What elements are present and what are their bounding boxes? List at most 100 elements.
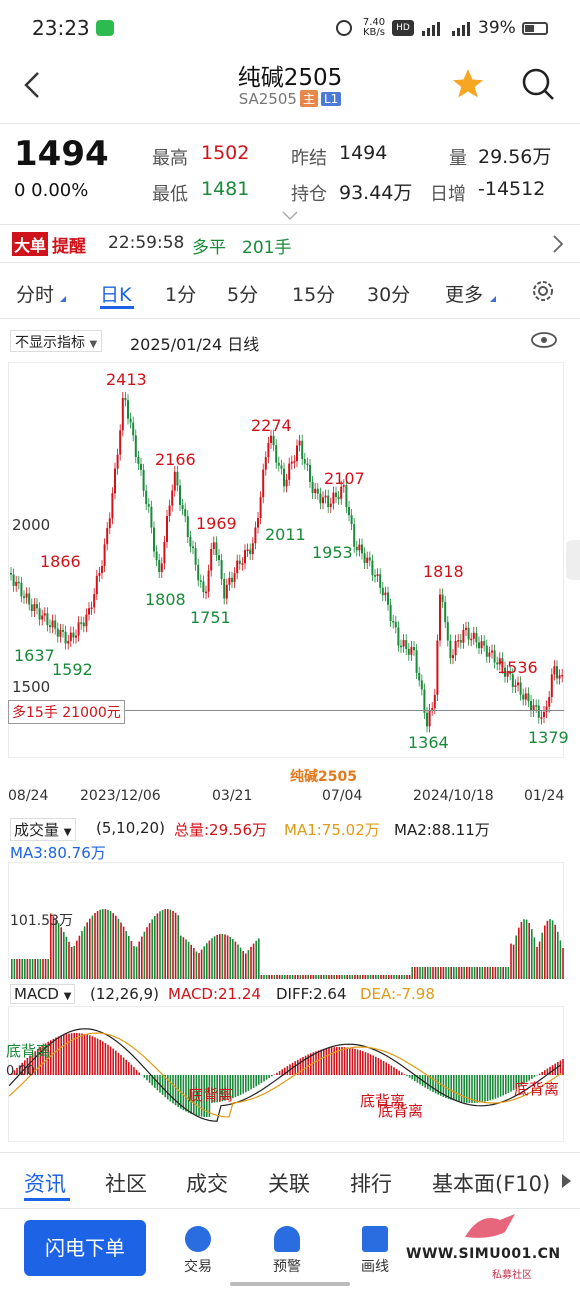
candle-body [88, 608, 90, 615]
volume-bar [284, 975, 286, 979]
expand-chevron-icon[interactable] [282, 206, 298, 225]
chevron-right-icon[interactable] [552, 234, 564, 258]
volume-bar [414, 967, 416, 979]
volume-bar [120, 922, 122, 979]
macd-bar [294, 1061, 296, 1075]
macd-bar [60, 1035, 62, 1075]
macd-bar [159, 1075, 161, 1093]
candle-body [433, 694, 436, 709]
tab-daily-k[interactable]: 日K [100, 284, 132, 306]
candle-body [85, 614, 88, 627]
volume-bar [512, 944, 515, 979]
macd-bar [250, 1075, 252, 1090]
tab-news[interactable]: 资讯 [24, 1172, 66, 1196]
flash-order-button[interactable]: 闪电下单 [24, 1220, 146, 1276]
macd-bar [99, 1039, 101, 1075]
candle-body [225, 584, 228, 599]
volume-bar [294, 975, 296, 979]
candle-body [322, 497, 324, 504]
macd-bar [177, 1075, 179, 1108]
macd-bar [419, 1075, 421, 1085]
indicator-select[interactable]: 不显示指标 ▼ [10, 330, 103, 352]
tab-timeshare[interactable]: 分时 [16, 284, 55, 306]
candle-body [93, 594, 96, 608]
date-info: 2025/01/24 日线 [130, 335, 260, 354]
date-axis: 08/24 2023/12/06 03/21 07/04 2024/10/18 … [0, 788, 580, 808]
candle-body [283, 468, 285, 487]
gear-icon[interactable] [530, 278, 556, 309]
candle-body [558, 675, 561, 679]
tab-30min[interactable]: 30分 [367, 284, 411, 306]
vol-value: 29.56万 [478, 146, 552, 168]
favorite-star-icon[interactable] [450, 66, 486, 106]
tab-community[interactable]: 社区 [105, 1172, 147, 1196]
macd-bar [432, 1075, 434, 1092]
trade-button[interactable]: 交易 [173, 1226, 223, 1276]
big-order-alert[interactable]: 大单 提醒 22:59:58 多平 201手 [0, 232, 580, 258]
tab-more[interactable]: 更多 [445, 284, 484, 306]
volume-bar [263, 975, 265, 979]
volume-bar [385, 975, 387, 979]
macd-bar [247, 1075, 250, 1091]
candle-body [340, 486, 343, 499]
candle-body [545, 706, 548, 713]
tab-fundamentals[interactable]: 基本面(F10) [432, 1172, 551, 1196]
macd-bar [557, 1062, 559, 1075]
macd-bar [263, 1075, 265, 1082]
volume-bar [133, 946, 135, 979]
volume-bar [216, 934, 218, 979]
volume-bar [406, 975, 408, 979]
volume-bar [34, 959, 36, 979]
macd-select[interactable]: MACD ▼ [10, 984, 76, 1004]
alert-type: 多平 [192, 238, 226, 258]
kline-chart[interactable] [8, 362, 564, 758]
volume-bar [109, 911, 112, 979]
candle-body [496, 662, 499, 665]
volume-chart[interactable] [8, 862, 564, 979]
volume-bar [211, 938, 213, 979]
back-icon[interactable] [22, 70, 42, 100]
volume-bar [367, 975, 369, 979]
macd-bar [440, 1075, 442, 1096]
candle-body [186, 516, 189, 537]
candle-body [413, 647, 415, 651]
candle-body [215, 542, 218, 556]
tab-15min[interactable]: 15分 [292, 284, 336, 306]
candle-body [15, 581, 18, 586]
macd-bar [70, 1033, 73, 1075]
status-time: 23:23 [32, 16, 90, 40]
candle-body [150, 506, 153, 528]
side-handle[interactable] [566, 540, 580, 580]
candle-body [491, 650, 493, 653]
draw-button[interactable]: 画线 [350, 1226, 400, 1276]
tab-1min[interactable]: 1分 [165, 284, 197, 306]
tab-related[interactable]: 关联 [268, 1172, 310, 1196]
alarm-icon [336, 20, 352, 36]
chevron-right-icon[interactable] [562, 1174, 571, 1188]
search-icon[interactable] [520, 66, 556, 106]
eye-icon[interactable] [530, 330, 558, 354]
macd-bar [109, 1046, 112, 1075]
bottom-tabs: 资讯 社区 成交 关联 排行 基本面(F10) [0, 1164, 580, 1204]
candle-body [132, 422, 135, 436]
macd-bar [276, 1072, 278, 1075]
volume-bar [382, 975, 385, 979]
candle-body [423, 689, 426, 713]
macd-bar [57, 1036, 60, 1075]
macd-value: MACD:21.24 [168, 985, 261, 1003]
candle-body [163, 541, 166, 564]
macd-chart[interactable] [8, 1006, 564, 1142]
volume-bar [419, 967, 421, 979]
tab-5min[interactable]: 5分 [227, 284, 259, 306]
volume-bar [421, 967, 424, 979]
alert-button[interactable]: 预警 [262, 1226, 312, 1276]
volume-bar [122, 926, 125, 979]
macd-bar [484, 1075, 486, 1102]
candle-body [407, 649, 410, 655]
candle-body [358, 544, 361, 551]
tab-ranking[interactable]: 排行 [350, 1172, 392, 1196]
candle-body [454, 640, 457, 656]
tab-trades[interactable]: 成交 [186, 1172, 228, 1196]
site-watermark: WWW.SIMU001.CN 私募社区 [404, 1210, 580, 1282]
volume-select[interactable]: 成交量 ▼ [10, 818, 76, 841]
